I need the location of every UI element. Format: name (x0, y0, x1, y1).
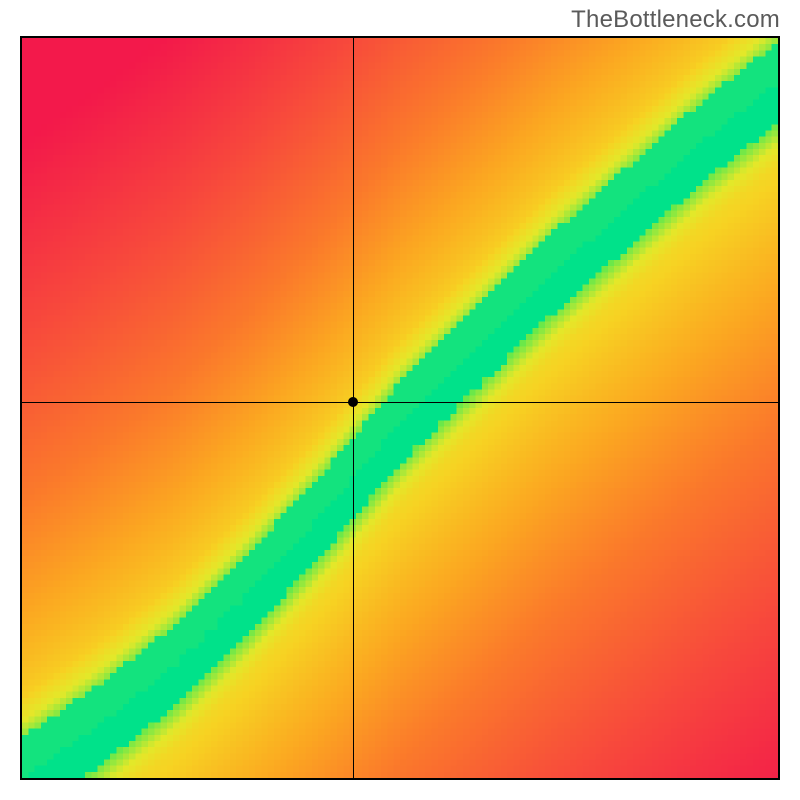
crosshair-marker (348, 397, 358, 407)
crosshair-vertical (353, 38, 354, 778)
crosshair-horizontal (22, 402, 778, 403)
heatmap-plot (20, 36, 780, 780)
watermark-text: TheBottleneck.com (571, 6, 780, 34)
heatmap-canvas (22, 38, 778, 778)
